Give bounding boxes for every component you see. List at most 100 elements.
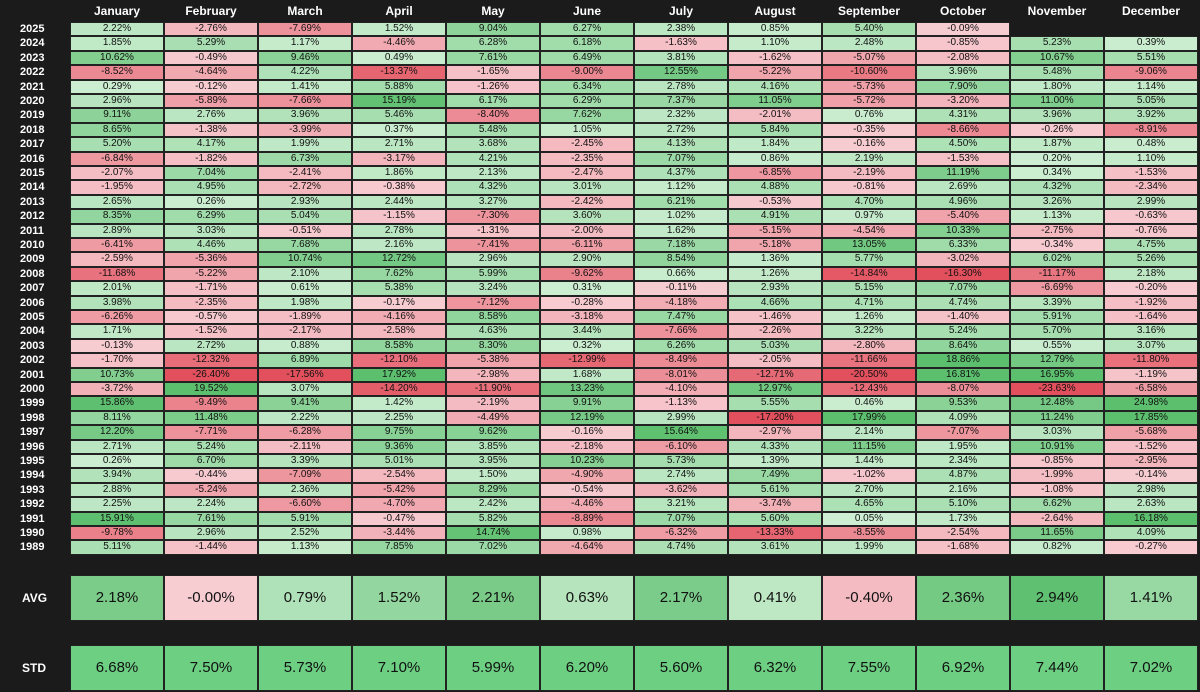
heatmap-cell: -11.17% [1010,266,1104,282]
heatmap-cell: -7.09% [258,468,352,483]
heatmap-cell: 2.48% [822,36,916,51]
heatmap-cell: -13.33% [728,526,822,541]
heatmap-cell: -3.18% [540,310,634,325]
heatmap-cell: -2.26% [728,324,822,339]
heatmap-cell: -1.65% [446,65,540,80]
heatmap-cell: -6.11% [540,238,634,253]
heatmap-cell: -5.38% [446,353,540,368]
heatmap-cell: 3.39% [1010,295,1104,310]
heatmap-cell: 5.04% [258,209,352,224]
heatmap-cell: 1.13% [258,540,352,555]
heatmap-cell: 1.14% [1104,79,1198,94]
heatmap-cell: 7.61% [446,50,540,66]
year-label: 1989 [20,541,45,554]
heatmap-cell: -5.15% [728,223,822,238]
summary-cell-avg: 2.36% [916,575,1010,621]
heatmap-cell: 3.96% [916,65,1010,80]
heatmap-cell: -2.19% [446,396,540,411]
heatmap-cell: 3.07% [258,382,352,397]
heatmap-cell: 0.88% [258,338,352,354]
heatmap-cell: -5.22% [164,266,258,282]
heatmap-cell: -2.35% [164,295,258,310]
heatmap-cell: 24.98% [1104,396,1198,411]
heatmap-cell: 4.74% [634,540,728,555]
heatmap-cell: 15.19% [352,94,446,109]
heatmap-cell: -0.54% [540,482,634,498]
heatmap-cell: -3.99% [258,122,352,138]
heatmap-cell: 6.29% [164,209,258,224]
heatmap-cell: -0.28% [540,295,634,310]
heatmap-cell: 3.44% [540,324,634,339]
heatmap-cell: 9.91% [540,396,634,411]
heatmap-cell: 3.61% [728,540,822,555]
heatmap-cell: -7.66% [634,324,728,339]
heatmap-cell: -2.95% [1104,454,1198,469]
heatmap-cell: 3.03% [164,223,258,238]
heatmap-cell: 10.23% [540,454,634,469]
heatmap-cell: 8.11% [70,410,164,426]
heatmap-cell: 16.81% [916,367,1010,382]
month-header-july: July [668,4,693,18]
heatmap-cell: -5.42% [352,482,446,498]
heatmap-cell: 2.88% [70,482,164,498]
heatmap-cell: -0.85% [1010,454,1104,469]
year-label: 2018 [20,123,45,136]
heatmap-cell: 4.31% [916,108,1010,123]
heatmap-cell: -0.17% [352,295,446,310]
heatmap-cell: -14.84% [822,266,916,282]
year-label: 1991 [20,512,45,525]
heatmap-cell: -6.85% [728,166,822,181]
heatmap-cell: 0.82% [1010,540,1104,555]
heatmap-cell: -2.76% [164,22,258,37]
heatmap-cell: 6.62% [1010,497,1104,512]
heatmap-cell: -0.09% [916,22,1010,37]
heatmap-cell: -8.55% [822,526,916,541]
heatmap-cell: -1.02% [822,468,916,483]
heatmap-cell: 7.02% [446,540,540,555]
heatmap-cell: -14.20% [352,382,446,397]
heatmap-cell: 0.86% [728,151,822,166]
heatmap-cell: -0.76% [1104,223,1198,238]
heatmap-cell: -0.26% [1010,122,1104,138]
heatmap-cell: 2.70% [822,482,916,498]
heatmap-cell: 5.24% [164,439,258,454]
year-label: 2012 [20,210,45,223]
heatmap-cell: -3.72% [70,382,164,397]
heatmap-cell: -8.49% [634,353,728,368]
heatmap-cell: -8.66% [916,122,1010,138]
heatmap-cell: -8.52% [70,65,164,80]
heatmap-cell: -2.98% [446,367,540,382]
heatmap-cell: 7.61% [164,511,258,526]
heatmap-cell: 5.24% [916,324,1010,339]
heatmap-cell: 8.58% [446,310,540,325]
heatmap-cell: -3.02% [916,252,1010,267]
heatmap-cell: 1.44% [822,454,916,469]
heatmap-cell: 7.04% [164,166,258,181]
month-header-june: June [572,4,601,18]
heatmap-cell: 4.21% [446,151,540,166]
heatmap-cell: 1.12% [634,180,728,195]
heatmap-cell: -2.47% [540,166,634,181]
year-label: 2020 [20,95,45,107]
summary-cell-std: 6.32% [728,645,822,691]
heatmap-cell: 4.37% [634,166,728,181]
year-label: 2015 [20,167,45,179]
heatmap-cell: 0.26% [164,194,258,210]
month-header-april: April [385,4,413,18]
heatmap-cell: -8.89% [540,511,634,526]
heatmap-cell: 16.18% [1104,511,1198,526]
heatmap-cell: 2.42% [446,497,540,512]
heatmap-cell: -1.63% [634,36,728,51]
heatmap-cell: 11.15% [822,439,916,454]
heatmap-cell: -0.57% [164,310,258,325]
heatmap-cell: 2.71% [352,137,446,152]
heatmap-cell: 2.22% [258,410,352,426]
heatmap-cell: 4.50% [916,137,1010,152]
heatmap-cell: 2.65% [70,194,164,210]
year-label: 2019 [20,109,45,122]
heatmap-cell: -4.16% [352,310,446,325]
heatmap-cell: 0.32% [540,338,634,354]
heatmap-cell: 2.98% [1104,482,1198,498]
heatmap-cell: 0.55% [1010,338,1104,354]
heatmap-cell: 2.22% [70,22,164,37]
